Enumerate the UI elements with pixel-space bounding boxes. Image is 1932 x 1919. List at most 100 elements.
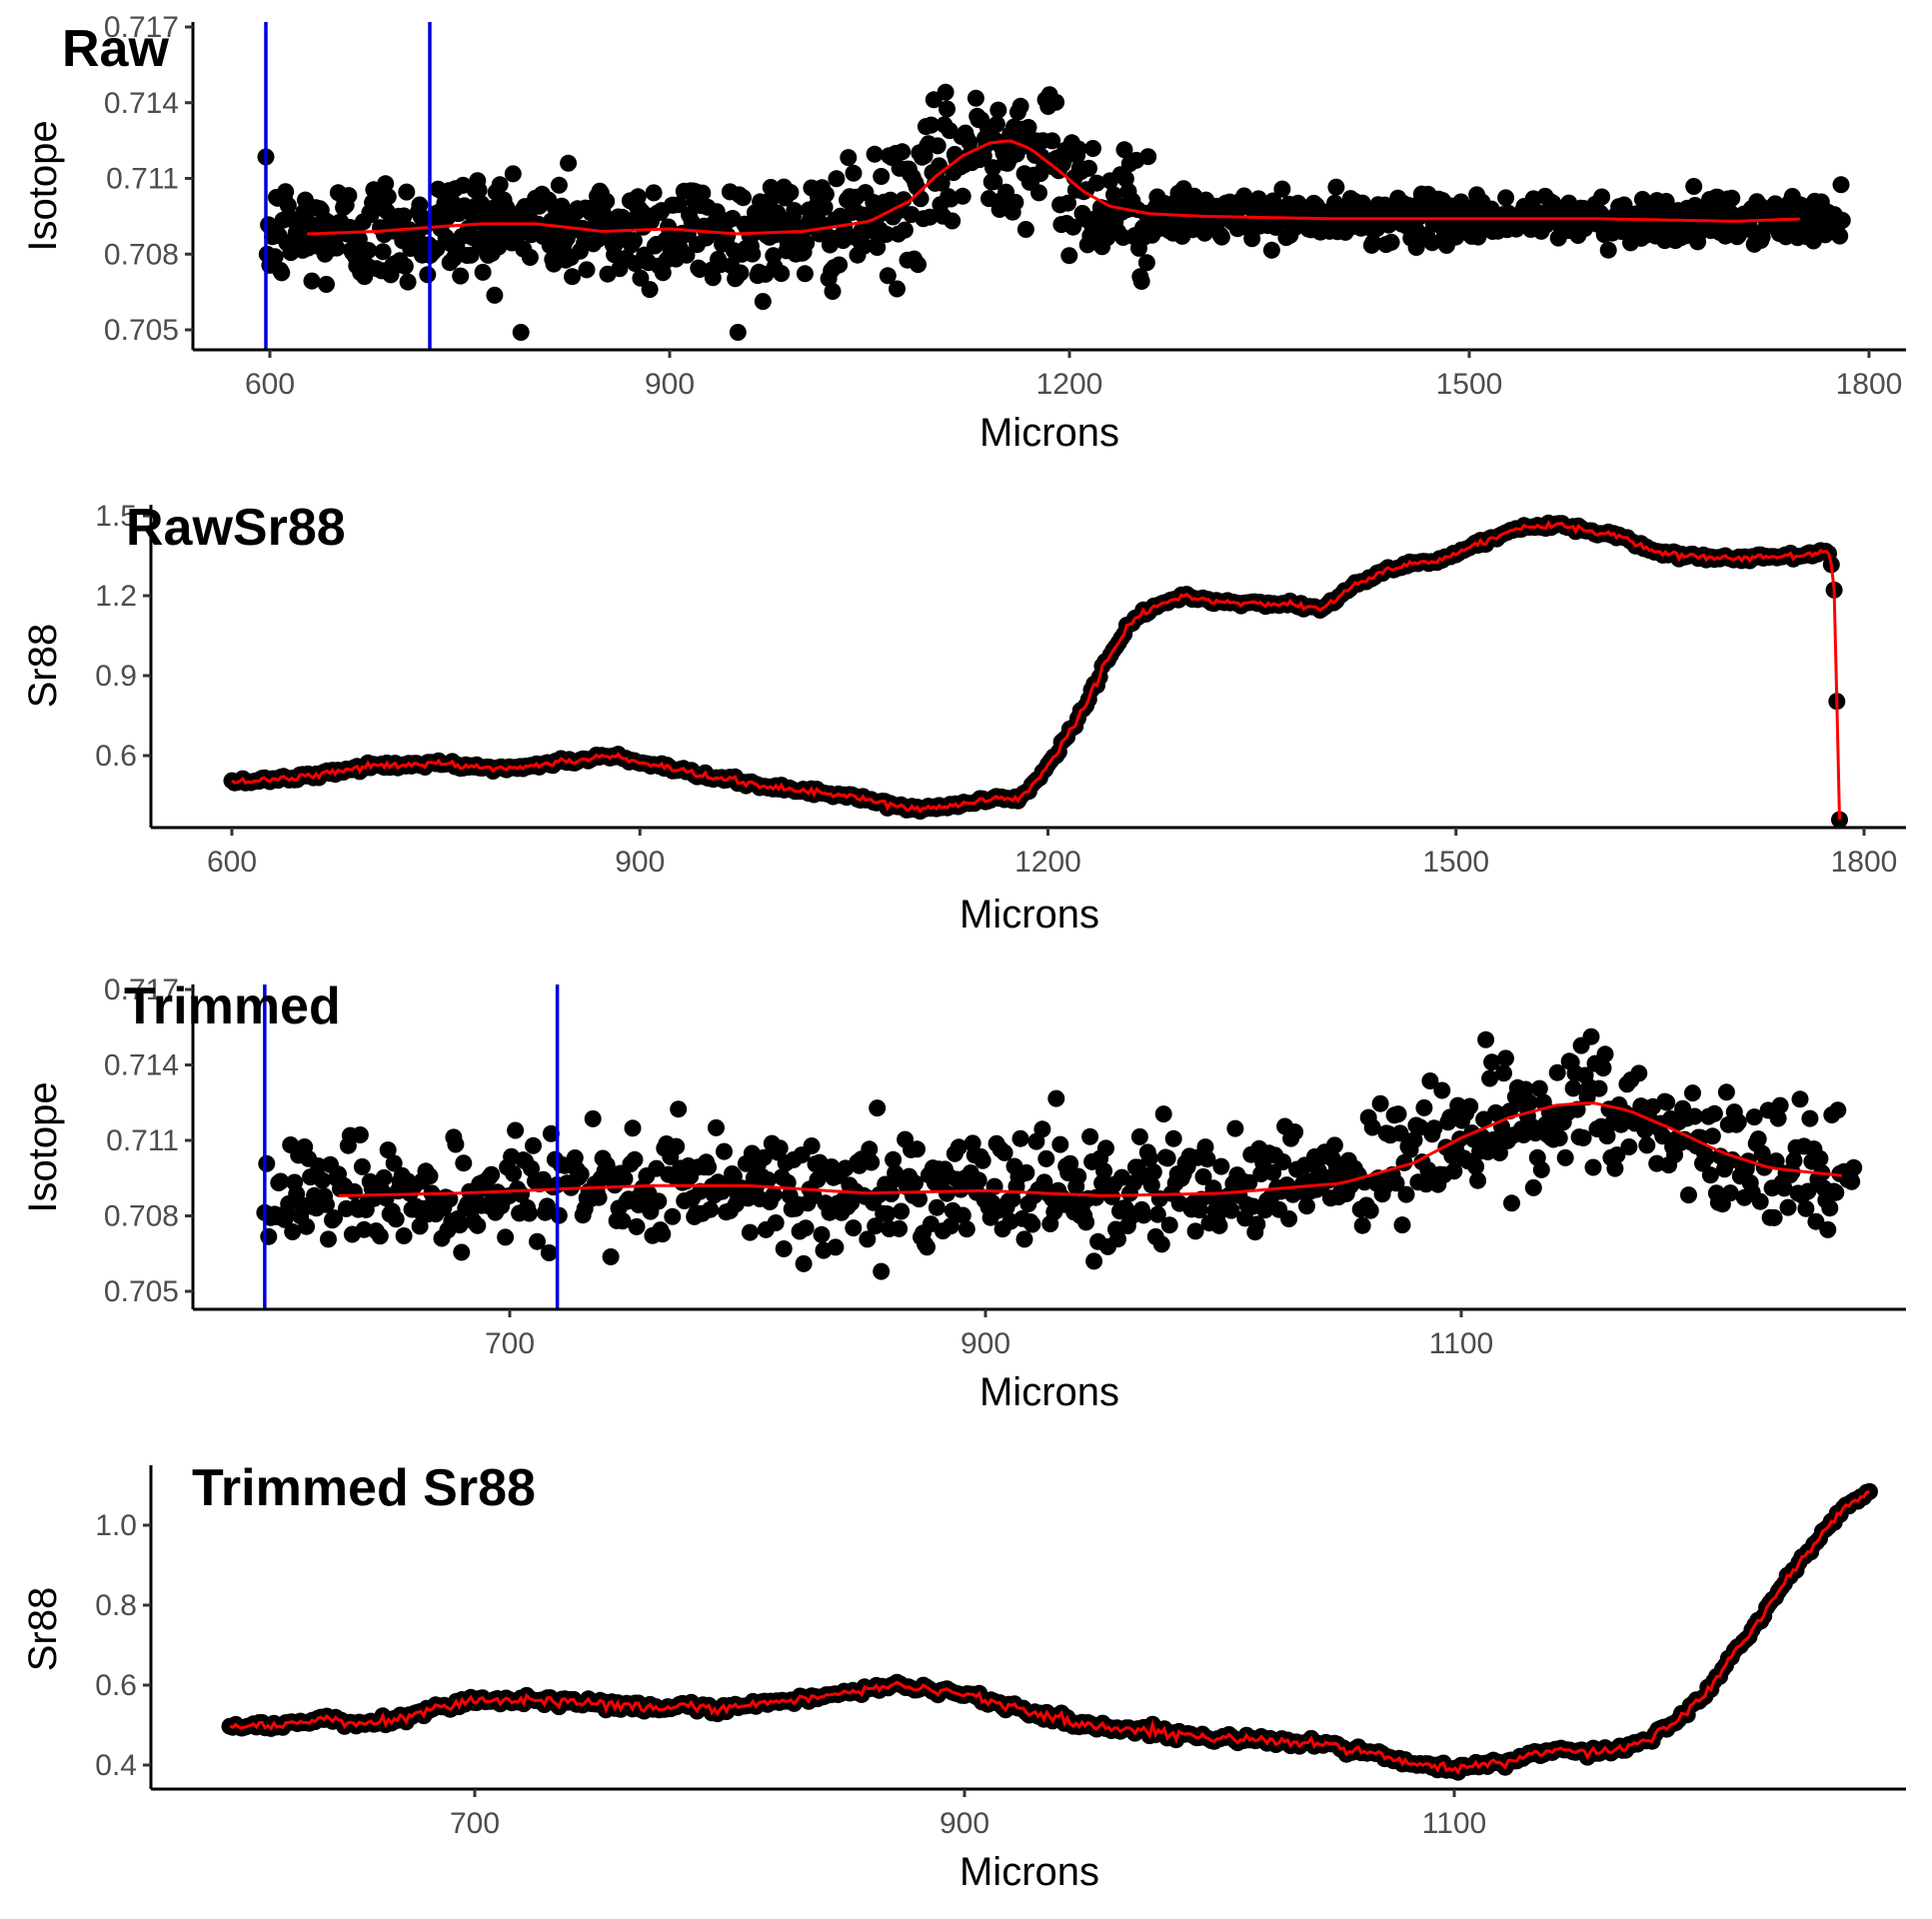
data-point bbox=[419, 266, 437, 284]
y-tick-label: 0.711 bbox=[106, 1124, 179, 1157]
x-tick-label: 900 bbox=[615, 846, 665, 879]
data-point bbox=[1280, 1210, 1298, 1227]
data-point bbox=[277, 183, 295, 201]
data-point bbox=[452, 267, 470, 285]
trimmedsr88-panel-title: Trimmed Sr88 bbox=[192, 1459, 536, 1517]
data-point bbox=[1016, 221, 1034, 238]
data-point bbox=[797, 1219, 815, 1237]
data-point bbox=[1503, 1194, 1520, 1212]
data-point bbox=[1134, 1206, 1152, 1224]
data-point bbox=[1017, 1163, 1035, 1181]
data-point bbox=[1421, 1072, 1439, 1089]
data-point bbox=[1751, 1192, 1769, 1210]
data-point bbox=[1154, 1105, 1172, 1123]
data-point bbox=[840, 149, 858, 167]
data-point bbox=[626, 1150, 644, 1168]
y-tick-label: 0.6 bbox=[95, 740, 137, 773]
data-point bbox=[470, 181, 488, 199]
data-point bbox=[564, 268, 581, 286]
data-point bbox=[796, 265, 814, 283]
data-point bbox=[933, 174, 951, 192]
data-point bbox=[1142, 1176, 1160, 1194]
data-point bbox=[1771, 1096, 1789, 1114]
data-point bbox=[1827, 1183, 1845, 1201]
trimmed-x-axis-title: Microns bbox=[979, 1370, 1119, 1414]
data-point bbox=[969, 1171, 987, 1189]
data-point bbox=[765, 1185, 783, 1203]
data-point bbox=[1608, 1146, 1626, 1164]
data-point bbox=[379, 188, 397, 206]
data-point bbox=[469, 1216, 487, 1234]
data-point bbox=[1325, 1136, 1343, 1154]
x-tick-label: 600 bbox=[207, 846, 257, 879]
data-point bbox=[1084, 140, 1101, 157]
data-point bbox=[625, 232, 643, 250]
data-point bbox=[1638, 1136, 1656, 1154]
data-point bbox=[1749, 1130, 1767, 1148]
x-tick-label: 1500 bbox=[1422, 846, 1489, 879]
data-point bbox=[602, 1248, 620, 1265]
data-point bbox=[1389, 1105, 1407, 1123]
data-point bbox=[1222, 1201, 1240, 1219]
data-point bbox=[1686, 1107, 1703, 1125]
panel-raw: 600 900 1200 1500 1800 0.7050.7080.7110.7140… bbox=[21, 11, 1906, 455]
data-point bbox=[525, 1136, 542, 1154]
data-point bbox=[1495, 1064, 1512, 1082]
y-tick-label: 0.8 bbox=[95, 1589, 137, 1622]
trimmedsr88-plot-area bbox=[221, 1482, 1878, 1781]
data-point bbox=[1524, 1178, 1542, 1196]
data-point bbox=[1130, 1127, 1148, 1145]
data-point bbox=[771, 1139, 789, 1157]
raw-y-ticks: 0.705 0.708 0.711 0.714 0.717 bbox=[104, 11, 193, 347]
data-point bbox=[1051, 1135, 1069, 1153]
x-tick-label: 900 bbox=[940, 1807, 989, 1840]
data-point bbox=[505, 1164, 523, 1182]
data-point bbox=[958, 1220, 975, 1238]
data-point bbox=[395, 1227, 413, 1244]
data-point bbox=[950, 1138, 967, 1156]
data-point bbox=[744, 245, 762, 263]
data-point bbox=[1765, 1208, 1783, 1226]
y-tick-label: 0.6 bbox=[95, 1669, 137, 1702]
trimmedsr88-x-axis-title: Microns bbox=[960, 1850, 1099, 1894]
data-point bbox=[1158, 1149, 1176, 1167]
data-point bbox=[754, 293, 772, 311]
data-point bbox=[1060, 247, 1078, 265]
data-point bbox=[1298, 1197, 1315, 1215]
panel-trimmedsr88: 700 900 1100 0.4 0.6 0.8 1.0 Microns Sr88 Tri… bbox=[21, 1459, 1906, 1894]
data-point bbox=[732, 264, 750, 282]
data-point bbox=[1658, 1093, 1676, 1111]
data-point bbox=[1116, 170, 1134, 188]
data-point bbox=[1160, 1216, 1178, 1234]
data-point bbox=[889, 280, 906, 298]
data-point bbox=[1043, 132, 1061, 150]
trimmedsr88-x-ticks: 700 900 1100 bbox=[450, 1789, 1486, 1840]
trimmed-plot-area bbox=[256, 984, 1863, 1309]
data-point bbox=[878, 225, 896, 243]
data-point bbox=[273, 264, 291, 282]
data-point bbox=[939, 100, 956, 118]
data-point bbox=[928, 1198, 946, 1216]
data-point bbox=[1080, 159, 1097, 177]
data-point bbox=[894, 143, 912, 161]
data-point bbox=[1011, 97, 1029, 115]
data-point bbox=[670, 196, 688, 214]
data-point bbox=[1327, 178, 1345, 196]
data-point bbox=[491, 176, 509, 194]
data-point bbox=[813, 1225, 831, 1243]
data-point bbox=[1393, 1216, 1411, 1234]
data-point bbox=[1590, 1079, 1608, 1097]
data-point bbox=[1797, 1199, 1815, 1217]
data-point bbox=[1109, 1230, 1126, 1248]
data-point bbox=[987, 115, 1005, 133]
trimmedsr88-y-ticks: 0.4 0.6 0.8 1.0 bbox=[95, 1509, 151, 1782]
data-point bbox=[1243, 230, 1261, 248]
data-point bbox=[1264, 1163, 1282, 1181]
data-point bbox=[512, 324, 530, 341]
data-point bbox=[590, 1188, 608, 1206]
data-point bbox=[919, 1238, 936, 1256]
data-point bbox=[1491, 1144, 1508, 1161]
data-point bbox=[1186, 1222, 1204, 1240]
data-point bbox=[1705, 1104, 1723, 1122]
